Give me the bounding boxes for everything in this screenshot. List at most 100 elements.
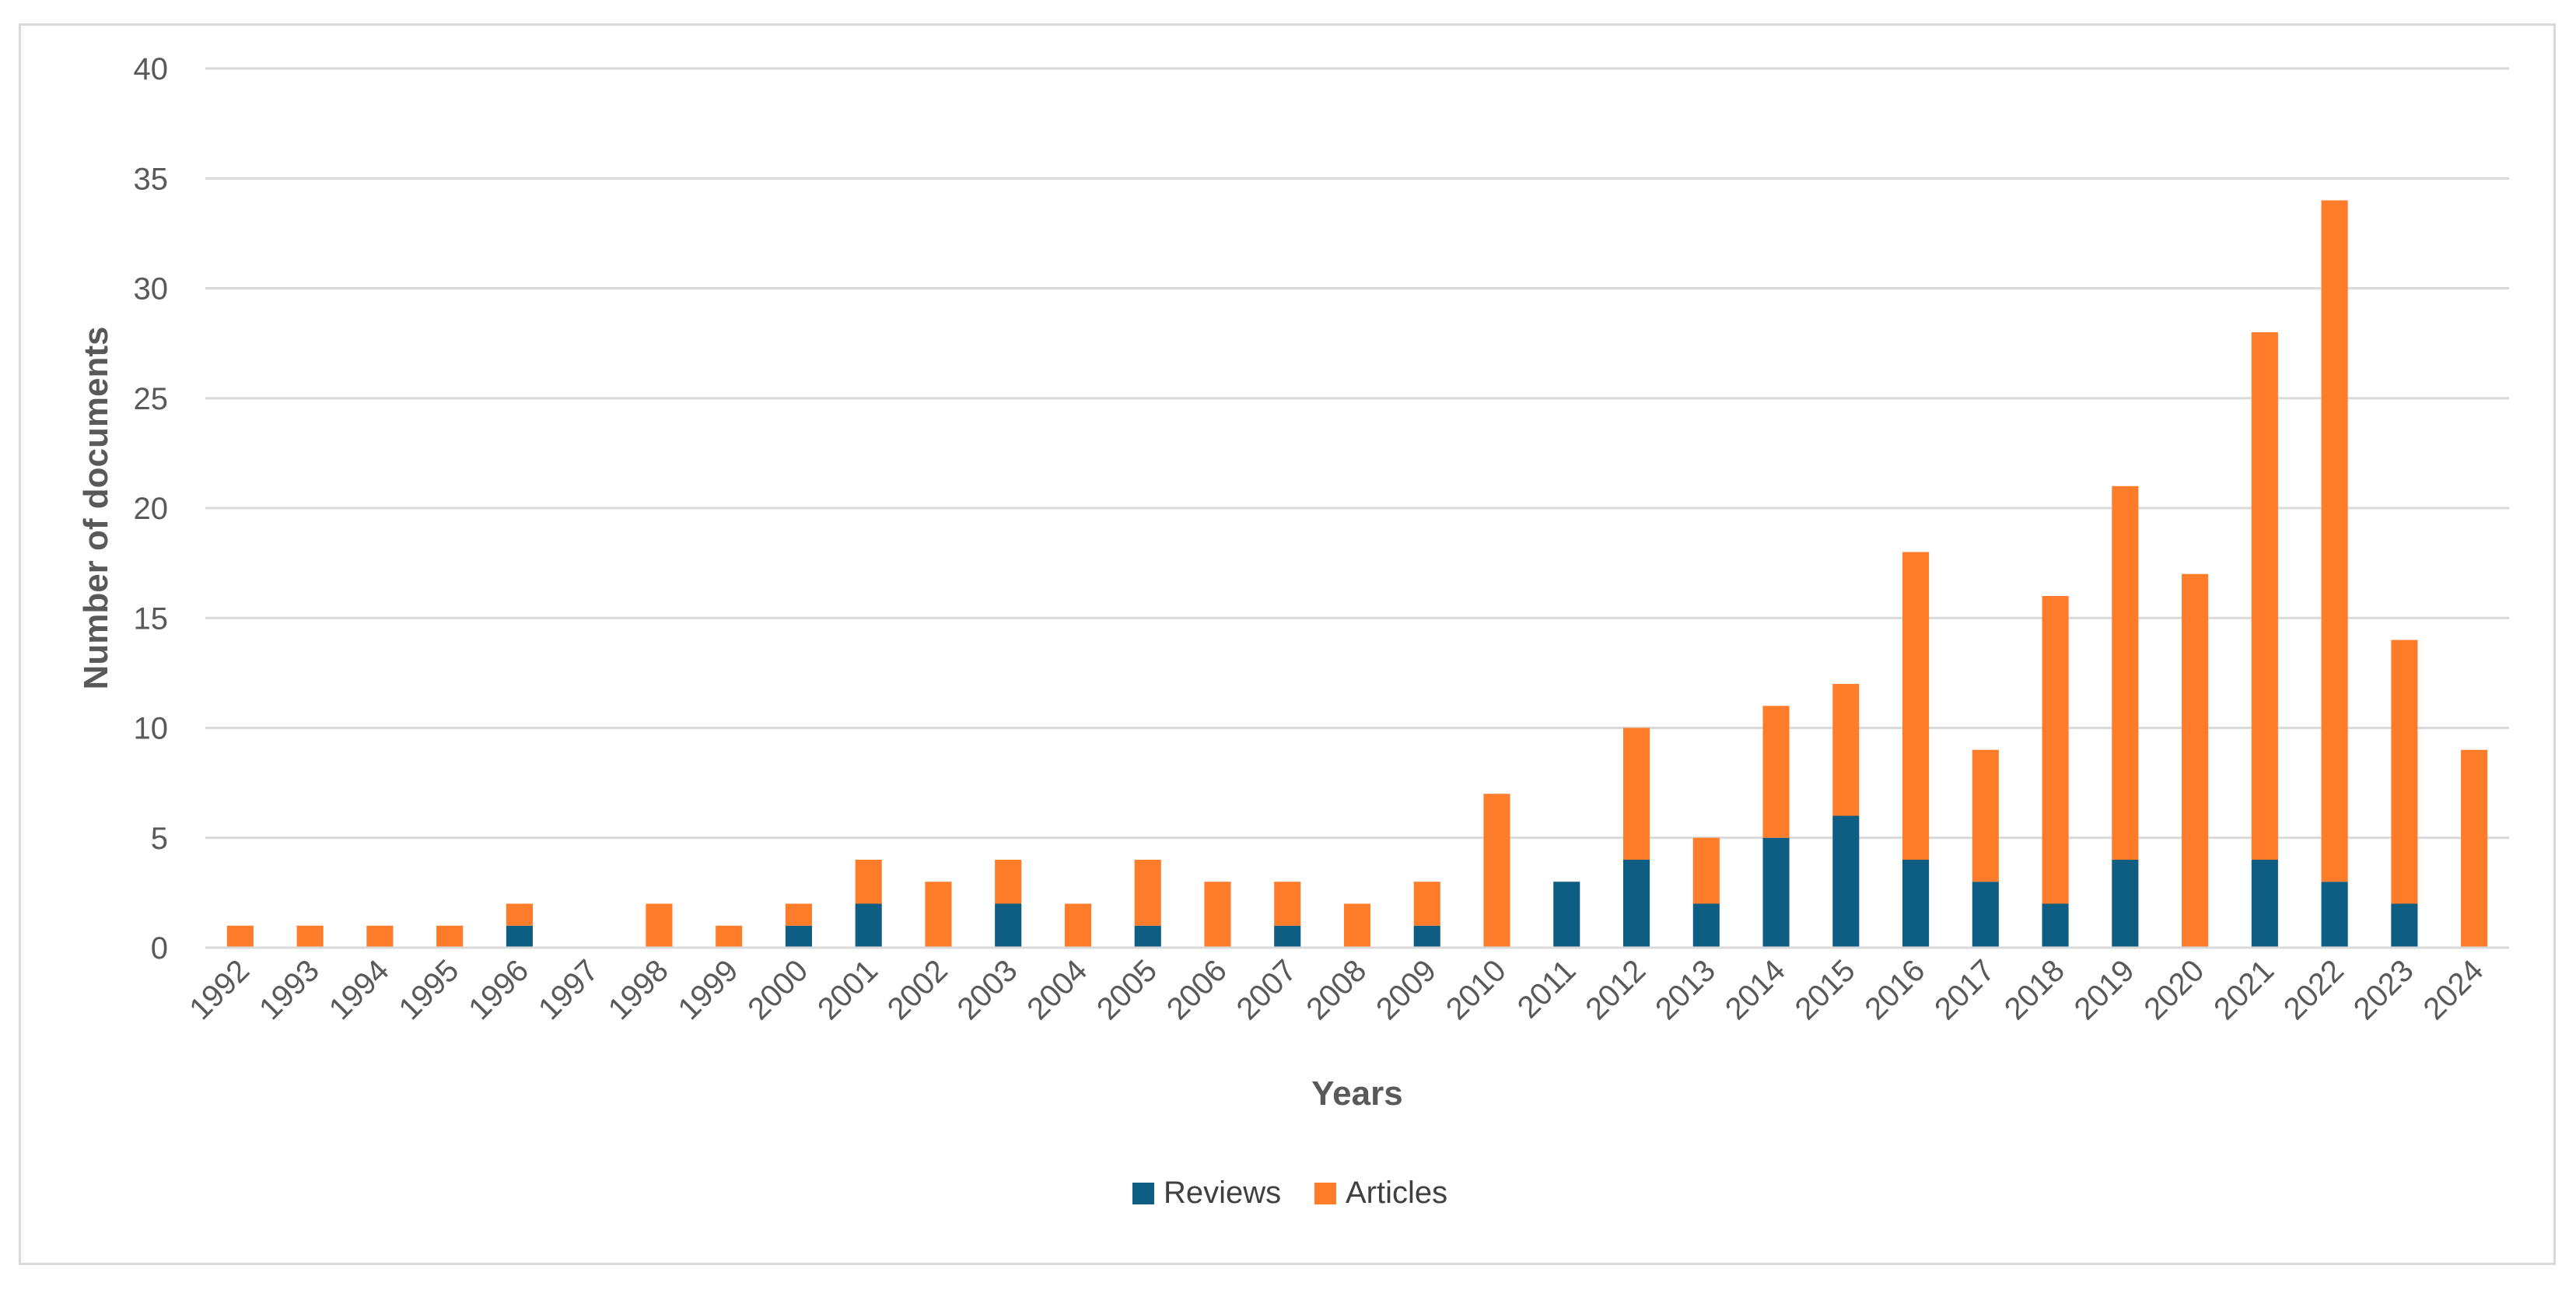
x-tick-label: 2016: [1858, 953, 1931, 1026]
bar-articles-2015: [1832, 684, 1860, 816]
y-tick-label: 35: [134, 162, 169, 196]
bar-articles-2022: [2321, 200, 2348, 882]
bar-articles-1993: [296, 925, 324, 948]
x-tick-label: 2012: [1579, 953, 1652, 1026]
bar-articles-2008: [1343, 903, 1371, 948]
bar-reviews-2001: [855, 903, 882, 948]
legend-swatch-articles: [1314, 1183, 1336, 1204]
bar-reviews-2016: [1902, 860, 1930, 948]
bar-articles-1999: [716, 925, 743, 948]
bar-reviews-2009: [1413, 925, 1440, 948]
bar-articles-2016: [1902, 552, 1930, 860]
x-tick-label: 2007: [1230, 953, 1304, 1026]
bar-reviews-2018: [2042, 903, 2069, 948]
x-tick-label: 2013: [1649, 953, 1722, 1026]
x-tick-label: 2014: [1719, 953, 1792, 1026]
x-tick-label: 2024: [2417, 953, 2490, 1026]
x-tick-label: 2011: [1511, 953, 1583, 1025]
bar-articles-2023: [2391, 640, 2418, 904]
bar-articles-2014: [1762, 706, 1790, 838]
x-tick-label: 2020: [2137, 953, 2210, 1026]
x-tick-label: 1993: [253, 953, 326, 1026]
x-tick-label: 2003: [951, 953, 1024, 1026]
y-tick-label: 5: [151, 822, 168, 856]
bar-reviews-2023: [2391, 903, 2418, 948]
y-tick-label: 15: [134, 601, 169, 636]
bar-articles-2003: [995, 860, 1022, 904]
legend-swatch-reviews: [1132, 1183, 1154, 1204]
x-tick-label: 1999: [672, 953, 745, 1026]
x-tick-label: 1994: [323, 953, 396, 1026]
bar-reviews-2003: [995, 903, 1022, 948]
bar-articles-2005: [1134, 860, 1161, 926]
y-tick-label: 20: [134, 492, 169, 526]
bar-articles-2006: [1204, 882, 1231, 948]
bar-articles-1998: [646, 903, 673, 948]
bar-reviews-2015: [1832, 815, 1860, 948]
bar-articles-2017: [1972, 749, 1999, 882]
bar-articles-2010: [1483, 794, 1510, 948]
bar-reviews-2005: [1134, 925, 1161, 948]
x-tick-label: 1995: [392, 953, 465, 1026]
bar-reviews-2022: [2321, 882, 2348, 948]
y-tick-label: 0: [151, 931, 168, 966]
bar-articles-1994: [366, 925, 394, 948]
bar-articles-2002: [925, 882, 952, 948]
bar-articles-2024: [2461, 749, 2488, 948]
x-tick-label: 1998: [602, 953, 675, 1026]
x-tick-label: 2005: [1090, 953, 1164, 1026]
bar-articles-1996: [506, 903, 533, 926]
x-tick-label: 2018: [1998, 953, 2071, 1026]
bars: [226, 200, 2488, 948]
bar-articles-2000: [785, 903, 812, 926]
x-tick-label: 1992: [183, 953, 256, 1026]
x-tick-label: 2008: [1300, 953, 1373, 1026]
y-tick-label: 40: [134, 52, 169, 86]
legend-label-articles: Articles: [1346, 1176, 1447, 1210]
x-tick-label: 1997: [532, 953, 605, 1026]
bar-reviews-2007: [1274, 925, 1301, 948]
x-tick-label: 2015: [1789, 953, 1862, 1026]
bar-reviews-2011: [1553, 882, 1580, 948]
y-axis-tick-labels: 0 5 10 15 20 25 30 35 40: [134, 52, 169, 966]
bar-articles-2018: [2042, 596, 2069, 904]
bar-articles-2020: [2182, 573, 2209, 948]
x-tick-label: 2021: [2207, 953, 2280, 1026]
bar-articles-2013: [1692, 837, 1720, 904]
bar-reviews-2000: [785, 925, 812, 948]
x-tick-label: 2019: [2068, 953, 2141, 1026]
gridlines: [205, 67, 2509, 840]
x-axis-tick-labels: 1992199319941995199619971998199920002001…: [183, 953, 2490, 1026]
bar-articles-2021: [2251, 332, 2278, 860]
bar-articles-2007: [1274, 882, 1301, 926]
bar-articles-2009: [1413, 882, 1440, 926]
y-tick-label: 25: [134, 382, 169, 416]
x-axis-title: Years: [1311, 1074, 1402, 1113]
bar-reviews-2019: [2112, 860, 2139, 948]
bar-reviews-2012: [1622, 860, 1650, 948]
bar-articles-2001: [855, 860, 882, 904]
legend-label-reviews: Reviews: [1164, 1176, 1281, 1210]
bar-reviews-2013: [1692, 903, 1720, 948]
x-tick-label: 2022: [2277, 953, 2350, 1026]
x-tick-label: 2023: [2347, 953, 2420, 1026]
bar-articles-2004: [1064, 903, 1092, 948]
bar-articles-2019: [2112, 486, 2139, 860]
x-tick-label: 2009: [1370, 953, 1443, 1026]
x-tick-label: 2017: [1928, 953, 2001, 1026]
x-tick-label: 2010: [1440, 953, 1513, 1026]
x-tick-label: 2000: [741, 953, 814, 1026]
y-axis-title: Number of documents: [77, 327, 115, 690]
bar-articles-1992: [226, 925, 254, 948]
bar-reviews-1996: [506, 925, 533, 948]
x-tick-label: 2002: [881, 953, 954, 1026]
x-tick-label: 2006: [1160, 953, 1234, 1026]
x-tick-label: 2001: [811, 953, 884, 1026]
x-tick-label: 2004: [1020, 953, 1094, 1026]
x-tick-label: 1996: [462, 953, 535, 1026]
y-tick-label: 30: [134, 272, 169, 307]
bar-articles-2012: [1622, 727, 1650, 860]
y-tick-label: 10: [134, 712, 169, 746]
bar-reviews-2021: [2251, 860, 2278, 948]
